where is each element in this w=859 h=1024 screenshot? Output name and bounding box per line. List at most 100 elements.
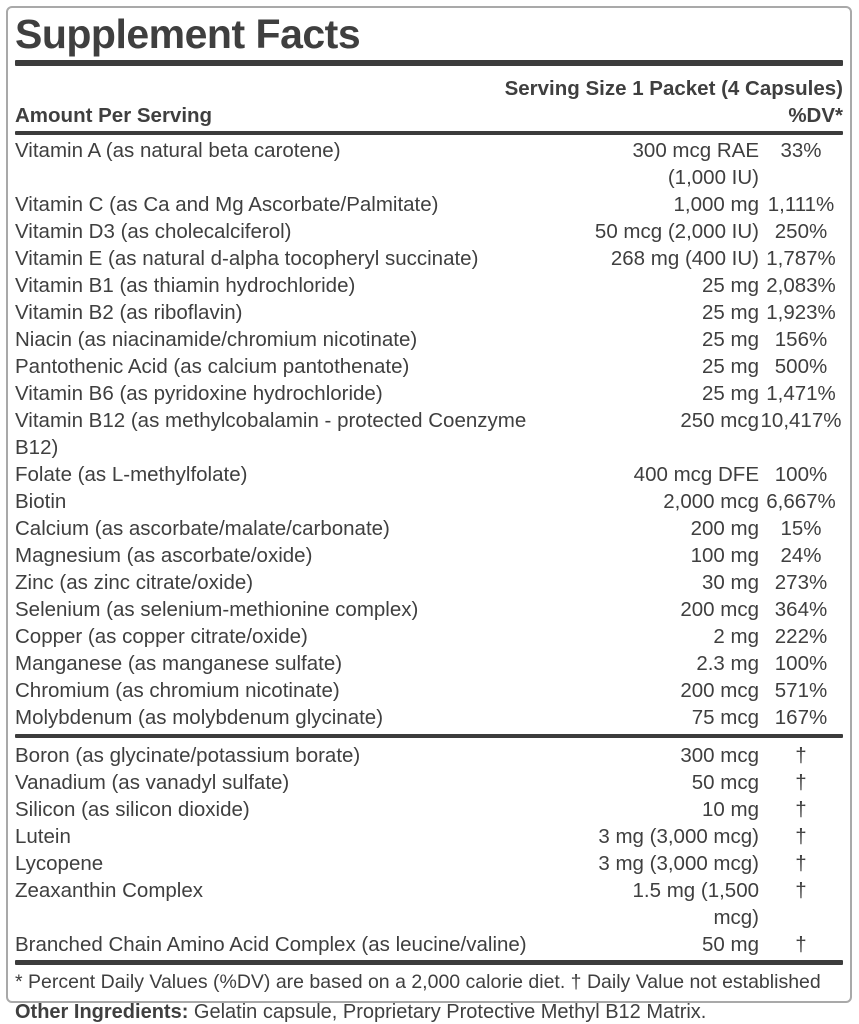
nutrient-name: Molybdenum (as molybdenum glycinate) — [15, 706, 384, 729]
other-ingredients-label: Other Ingredients: — [15, 1001, 189, 1023]
table-row: Magnesium (as ascorbate/oxide) 100 mg 24% — [15, 542, 843, 569]
nutrient-amount: 50 mg — [702, 933, 759, 956]
nutrient-dv: 100% — [774, 652, 828, 675]
nutrient-amount: 200 mcg — [680, 598, 759, 621]
nutrient-name: Zeaxanthin Complex — [15, 879, 204, 902]
section-divider — [15, 734, 843, 738]
table-row: Lutein 3 mg (3,000 mcg) † — [15, 823, 843, 850]
table-row: Vitamin B1 (as thiamin hydrochloride) 25 … — [15, 272, 843, 299]
table-row: Copper (as copper citrate/oxide) 2 mg 222% — [15, 623, 843, 650]
nutrient-name: Biotin — [15, 490, 67, 513]
nutrient-dv: 33% — [780, 139, 822, 162]
table-row: Molybdenum (as molybdenum glycinate) 75 m… — [15, 704, 843, 731]
nutrient-amount: 75 mcg — [691, 706, 759, 729]
nutrient-name: Copper (as copper citrate/oxide) — [15, 625, 308, 648]
nutrient-name: Folate (as L-methylfolate) — [15, 463, 248, 486]
table-row: Folate (as L-methylfolate) 400 mcg DFE 100… — [15, 461, 843, 488]
table-row: Biotin 2,000 mcg 6,667% — [15, 488, 843, 515]
nutrient-name: Silicon (as silicon dioxide) — [15, 798, 250, 821]
nutrient-name: Vitamin A (as natural beta carotene) — [15, 139, 341, 162]
table-row: Selenium (as selenium-methionine complex… — [15, 596, 843, 623]
nutrient-amount: 200 mg — [690, 517, 759, 540]
nutrient-amount: 2.3 mg — [696, 652, 759, 675]
nutrient-dv: 24% — [780, 544, 822, 567]
nutrient-amount: 50 mcg (2,000 IU) — [594, 220, 759, 243]
table-row: Boron (as glycinate/potassium borate) 300… — [15, 742, 843, 769]
nutrient-name: Vitamin B2 (as riboflavin) — [15, 301, 243, 324]
nutrient-amount: 1,000 mg — [673, 193, 759, 216]
table-row: Branched Chain Amino Acid Complex (as le… — [15, 931, 843, 958]
nutrient-amount: 300 mcg — [680, 744, 759, 767]
nutrient-name: Lutein — [15, 825, 71, 848]
nutrient-name: Boron (as glycinate/potassium borate) — [15, 744, 361, 767]
nutrient-dv: † — [795, 744, 807, 767]
nutrient-amount: 25 mg — [702, 328, 759, 351]
nutrient-name: Lycopene — [15, 852, 104, 875]
other-ingredients: Other Ingredients: Gelatin capsule, Prop… — [15, 1000, 845, 1024]
nutrient-name: Vitamin C (as Ca and Mg Ascorbate/Palmit… — [15, 193, 439, 216]
serving-size: Serving Size 1 Packet (4 Capsules) — [504, 77, 843, 100]
table-row: Vitamin B12 (as methylcobalamin - protec… — [15, 407, 843, 461]
nutrient-amount: 250 mcg — [680, 409, 759, 432]
main-nutrient-rows: Vitamin A (as natural beta carotene) 300 … — [15, 135, 843, 731]
nutrient-amount: 3 mg (3,000 mcg) — [598, 825, 759, 848]
nutrient-amount: 25 mg — [702, 355, 759, 378]
nutrient-amount: 25 mg — [702, 301, 759, 324]
supplement-facts-panel: Supplement Facts Serving Size 1 Packet (… — [6, 6, 852, 1003]
nutrient-amount: 25 mg — [702, 274, 759, 297]
table-row: Calcium (as ascorbate/malate/carbonate) 2… — [15, 515, 843, 542]
nutrient-name: Manganese (as manganese sulfate) — [15, 652, 343, 675]
nutrient-amount: 3 mg (3,000 mcg) — [598, 852, 759, 875]
table-row: Zeaxanthin Complex 1.5 mg (1,500 mcg) † — [15, 877, 843, 931]
nutrient-name: Vitamin B12 (as methylcobalamin - protec… — [15, 409, 527, 459]
nutrient-name: Calcium (as ascorbate/malate/carbonate) — [15, 517, 390, 540]
nutrient-dv: † — [795, 852, 807, 875]
nutrient-amount: 2,000 mcg — [663, 490, 759, 513]
footnote-divider — [15, 960, 843, 965]
amount-per-serving-header: Amount Per Serving — [15, 104, 213, 127]
column-header-row: Amount Per Serving %DV* — [15, 102, 843, 129]
table-row: Lycopene 3 mg (3,000 mcg) † — [15, 850, 843, 877]
nutrient-dv: 6,667% — [766, 490, 836, 513]
table-row: Vitamin E (as natural d-alpha tocopheryl… — [15, 245, 843, 272]
nutrient-name: Selenium (as selenium-methionine complex… — [15, 598, 419, 621]
nutrient-amount: 1.5 mg (1,500 mcg) — [632, 879, 760, 929]
nutrient-amount: 30 mg — [702, 571, 759, 594]
nutrient-dv: 273% — [774, 571, 828, 594]
nutrient-name: Vitamin B1 (as thiamin hydrochloride) — [15, 274, 356, 297]
nutrient-dv: 10,417% — [760, 409, 842, 432]
table-row: Zinc (as zinc citrate/oxide) 30 mg 273% — [15, 569, 843, 596]
nutrient-dv: 2,083% — [766, 274, 836, 297]
table-row: Pantothenic Acid (as calcium pantothenat… — [15, 353, 843, 380]
nutrient-name: Chromium (as chromium nicotinate) — [15, 679, 340, 702]
nutrient-dv: 1,923% — [766, 301, 836, 324]
table-row: Vitamin B6 (as pyridoxine hydrochloride)… — [15, 380, 843, 407]
nutrient-amount: 100 mg — [690, 544, 759, 567]
nutrient-dv: 167% — [774, 706, 828, 729]
other-ingredients-text: Gelatin capsule, Proprietary Protective … — [188, 1001, 707, 1023]
nutrient-dv: † — [795, 771, 807, 794]
table-row: Niacin (as niacinamide/chromium nicotina… — [15, 326, 843, 353]
nutrient-name: Vitamin B6 (as pyridoxine hydrochloride) — [15, 382, 383, 405]
table-row: Vitamin C (as Ca and Mg Ascorbate/Palmit… — [15, 191, 843, 218]
nutrient-dv: 500% — [774, 355, 828, 378]
nutrient-amount: 50 mcg — [691, 771, 759, 794]
nutrient-dv: 222% — [774, 625, 828, 648]
nutrient-dv: 15% — [780, 517, 822, 540]
nutrient-dv: 1,471% — [766, 382, 836, 405]
nutrient-dv: † — [795, 825, 807, 848]
table-row: Vanadium (as vanadyl sulfate) 50 mcg † — [15, 769, 843, 796]
nutrient-amount: 268 mg (400 IU) — [610, 247, 759, 270]
nutrient-name: Vitamin D3 (as cholecalciferol) — [15, 220, 292, 243]
table-row: Vitamin A (as natural beta carotene) 300 … — [15, 137, 843, 191]
nutrient-amount: 2 mg — [713, 625, 759, 648]
nutrient-dv: 1,787% — [766, 247, 836, 270]
footnote: * Percent Daily Values (%DV) are based o… — [15, 971, 821, 993]
nutrient-dv: 100% — [774, 463, 828, 486]
nutrient-dv: † — [795, 879, 807, 902]
nutrient-amount: 400 mcg DFE — [633, 463, 759, 486]
nutrient-amount: 10 mg — [702, 798, 759, 821]
nutrient-dv: 1,111% — [767, 193, 835, 216]
nutrient-dv: † — [795, 933, 807, 956]
header-divider — [15, 131, 843, 135]
